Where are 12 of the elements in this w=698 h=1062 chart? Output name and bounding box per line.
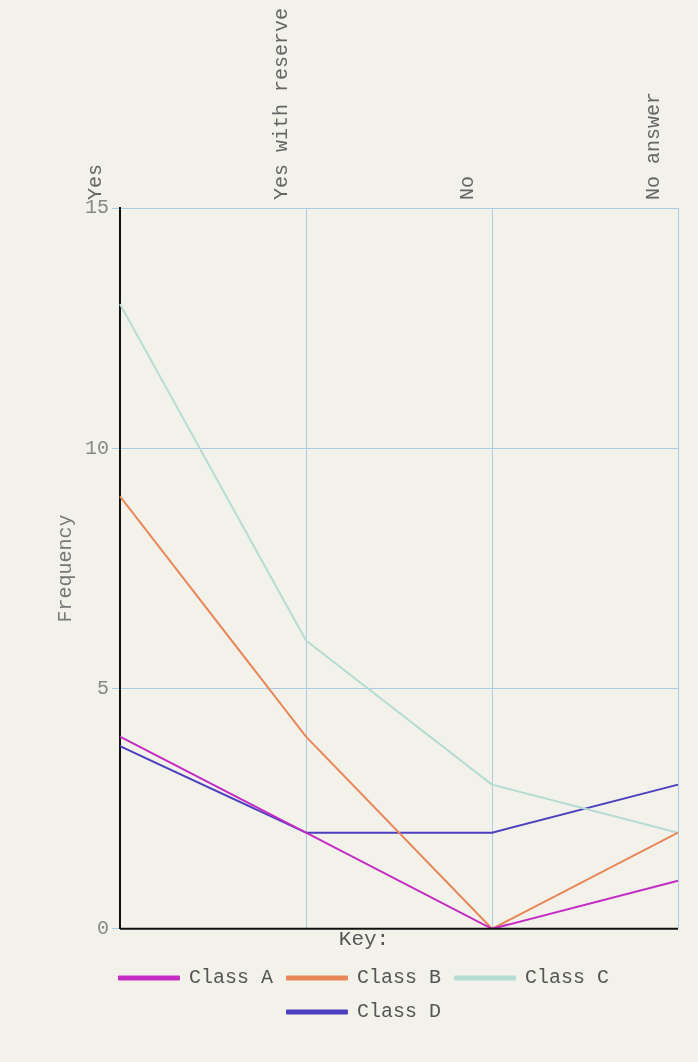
- legend-label: Class C: [525, 966, 610, 990]
- legend-label: Class A: [188, 966, 273, 990]
- y-axis-title: Frequency: [54, 514, 78, 623]
- y-tick-label: 5: [96, 676, 109, 700]
- y-tick-label: 0: [96, 917, 109, 941]
- x-tick-label: Yes with reserve: [270, 8, 294, 201]
- x-tick-label: No answer: [642, 92, 666, 201]
- y-tick-label: 10: [84, 436, 109, 460]
- legend-title: Key:: [338, 927, 390, 951]
- x-tick-label: No: [456, 176, 480, 201]
- legend-label: Class D: [356, 1000, 442, 1024]
- legend-label: Class B: [356, 966, 442, 990]
